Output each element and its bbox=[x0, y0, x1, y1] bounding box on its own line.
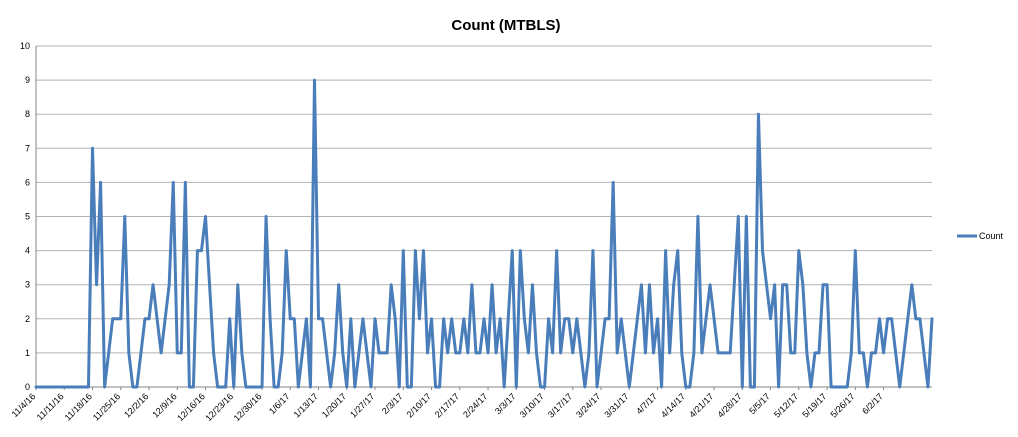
x-tick-label: 2/24/17 bbox=[461, 391, 489, 419]
x-tick-label: 5/5/17 bbox=[747, 391, 772, 416]
chart-title: Count (MTBLS) bbox=[451, 17, 560, 34]
y-tick-label: 8 bbox=[25, 109, 30, 119]
x-tick-label: 11/11/16 bbox=[35, 391, 66, 422]
x-tick-label: 2/3/17 bbox=[380, 391, 405, 416]
y-tick-label: 4 bbox=[25, 246, 30, 256]
x-tick-label: 3/24/17 bbox=[574, 391, 602, 419]
x-tick-label: 2/17/17 bbox=[433, 391, 461, 419]
x-tick-label: 5/26/17 bbox=[828, 391, 856, 419]
x-tick-label: 11/25/16 bbox=[91, 391, 122, 422]
x-tick-label: 3/3/17 bbox=[493, 391, 518, 416]
x-tick-label: 4/28/17 bbox=[715, 391, 743, 419]
x-tick-label: 1/13/17 bbox=[292, 391, 320, 419]
y-tick-label: 6 bbox=[25, 177, 30, 187]
x-tick-label: 3/17/17 bbox=[546, 391, 574, 419]
x-tick-label: 3/10/17 bbox=[518, 391, 546, 419]
series-line-count bbox=[34, 78, 934, 389]
series-lines bbox=[34, 78, 934, 389]
x-tick-label: 5/12/17 bbox=[772, 391, 800, 419]
x-tick-label: 4/14/17 bbox=[659, 391, 687, 419]
x-tick-label: 11/4/16 bbox=[10, 391, 38, 419]
x-tick-label: 1/20/17 bbox=[320, 391, 348, 419]
y-tick-label: 1 bbox=[25, 348, 30, 358]
y-tick-label: 0 bbox=[25, 382, 30, 392]
y-tick-label: 7 bbox=[25, 143, 30, 153]
x-tick-label: 2/10/17 bbox=[405, 391, 433, 419]
x-tick-label: 12/16/16 bbox=[175, 391, 207, 423]
y-tick-label: 2 bbox=[25, 314, 30, 324]
x-tick-label: 1/27/17 bbox=[348, 391, 376, 419]
x-tick-label: 4/21/17 bbox=[687, 391, 715, 419]
y-tick-label: 3 bbox=[25, 280, 30, 290]
x-tick-label: 4/7/17 bbox=[634, 391, 659, 416]
legend-label: Count bbox=[979, 231, 1004, 241]
y-tick-labels: 0 1 2 3 4 5 6 7 8 9 10 bbox=[20, 41, 30, 392]
x-tick-label: 12/23/16 bbox=[203, 391, 235, 423]
x-tick-label: 5/19/17 bbox=[800, 391, 828, 419]
x-tick-label: 1/6/17 bbox=[267, 391, 292, 416]
x-tick-label: 12/2/16 bbox=[122, 391, 150, 419]
legend: Count bbox=[957, 231, 1004, 241]
y-tick-label: 9 bbox=[25, 75, 30, 85]
x-tick-label: 12/30/16 bbox=[232, 391, 264, 423]
x-tick-label: 6/2/17 bbox=[860, 391, 885, 416]
y-tick-label: 5 bbox=[25, 212, 30, 222]
x-tick-label: 11/18/16 bbox=[63, 391, 94, 422]
y-tick-label: 10 bbox=[20, 41, 30, 51]
x-tick-label: 3/31/17 bbox=[602, 391, 630, 419]
